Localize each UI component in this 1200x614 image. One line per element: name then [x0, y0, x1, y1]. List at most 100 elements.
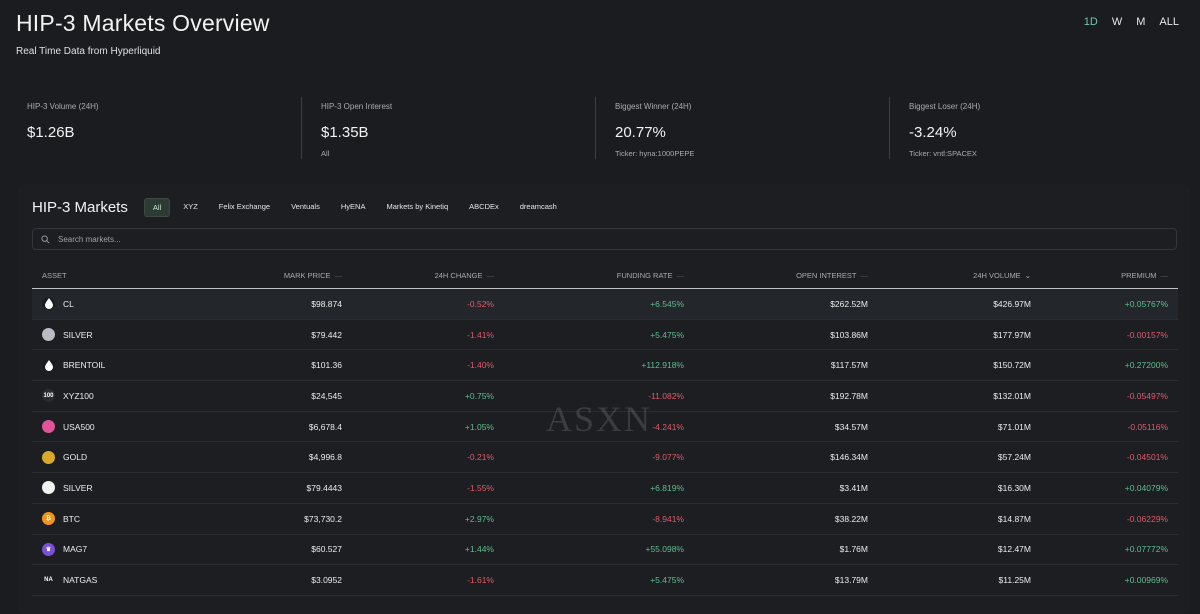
markets-title: HIP-3 Markets — [32, 199, 128, 216]
funding-rate: -8.941% — [652, 513, 684, 524]
droplet-icon — [42, 358, 55, 372]
column-header[interactable]: 24H CHANGE — — [342, 271, 494, 280]
mark-price: $79.442 — [311, 329, 342, 340]
open-interest: $13.79M — [834, 575, 868, 586]
mark-price: $24,545 — [311, 390, 342, 401]
column-header[interactable]: FUNDING RATE — — [494, 271, 684, 280]
filter-tab[interactable]: ABCDEx — [469, 202, 499, 211]
filter-tab[interactable]: All — [143, 198, 171, 217]
column-header-label: 24H VOLUME — [973, 270, 1021, 280]
funding-rate: +6.819% — [650, 482, 684, 493]
premium: +0.07772% — [1124, 544, 1168, 555]
change-24h: +1.44% — [464, 544, 494, 555]
mag7-icon: ♛ — [42, 542, 55, 556]
filter-tabs: All XYZ Felix Exchange Ventuals HyENA Markets… — [143, 198, 570, 217]
timeframe-m-button[interactable]: M — [1136, 16, 1146, 28]
table-row[interactable]: USA500 $6,678.4 +1.05% -4.241% $34.57M $71.01… — [32, 412, 1178, 443]
column-header-label: MARK PRICE — [283, 270, 331, 280]
column-header[interactable]: OPEN INTEREST — — [684, 271, 868, 280]
asset-cell: NA NATGAS — [32, 574, 202, 587]
volume-24h: $150.72M — [993, 360, 1031, 371]
bitcoin-icon: ₿ — [42, 512, 55, 526]
markets-header: HIP-3 Markets All XYZ Felix Exchange Ventua… — [32, 198, 570, 217]
sort-icon[interactable]: — — [1160, 270, 1169, 280]
column-header-label: FUNDING RATE — [616, 270, 673, 280]
stat-card: HIP-3 Volume (24H) $1.26B — [18, 97, 302, 159]
volume-24h: $132.01M — [993, 390, 1031, 401]
funding-rate: +6.545% — [650, 298, 684, 309]
table-row[interactable]: NA NATGAS $3.0952 -1.61% +5.475% $13.79M $11.2… — [32, 565, 1178, 596]
natgas-icon: NA — [44, 577, 53, 584]
volume-24h: $426.97M — [993, 298, 1031, 309]
filter-tab[interactable]: HyENA — [340, 202, 366, 211]
table-row[interactable]: GOLD $4,996.8 -0.21% -9.077% $146.34M $57.24M… — [32, 442, 1178, 474]
search-box[interactable] — [32, 228, 1177, 250]
timeframe-all-button[interactable]: ALL — [1159, 16, 1179, 28]
stat-label: Biggest Loser (24H) — [909, 102, 981, 111]
filter-tab[interactable]: Felix Exchange — [218, 202, 271, 211]
premium: -0.05116% — [1127, 421, 1168, 432]
premium: +0.27200% — [1124, 360, 1168, 371]
filter-tab[interactable]: Ventuals — [291, 202, 320, 211]
sort-icon[interactable]: — — [486, 270, 495, 280]
filter-tab[interactable]: dreamcash — [519, 202, 557, 211]
premium: +0.00969% — [1124, 575, 1168, 586]
funding-rate: -4.241% — [652, 421, 684, 432]
stat-sub: Ticker: vntl:SPACEX — [909, 149, 977, 158]
asset-cell: 100 XYZ100 — [32, 389, 202, 403]
open-interest: $103.86M — [830, 329, 868, 340]
column-header[interactable]: 24H VOLUME ⌄ — [868, 271, 1031, 280]
table-row[interactable]: SILVER $79.4443 -1.55% +6.819% $3.41M $16.30M… — [32, 473, 1178, 504]
table-row[interactable]: CL $98.874 -0.52% +6.545% $262.52M $426.97M +0… — [32, 289, 1178, 320]
filter-tab[interactable]: XYZ — [183, 202, 198, 211]
markets-panel: HIP-3 Markets All XYZ Felix Exchange Ventua… — [18, 184, 1190, 614]
column-header[interactable]: ASSET — [32, 271, 202, 280]
filter-tab[interactable]: Markets by Kinetiq — [386, 202, 449, 211]
change-24h: -1.61% — [467, 575, 494, 586]
volume-24h: $11.25M — [998, 575, 1031, 586]
open-interest: $3.41M — [839, 482, 868, 493]
volume-24h: $71.01M — [997, 421, 1031, 432]
stat-value: 20.77% — [615, 124, 666, 141]
open-interest: $34.57M — [834, 421, 868, 432]
premium: +0.04079% — [1124, 482, 1168, 493]
stat-card: HIP-3 Open Interest $1.35B All — [302, 97, 596, 159]
sort-icon[interactable]: — — [860, 270, 869, 280]
table-row[interactable]: ♛ MAG7 $60.527 +1.44% +55.098% $1.76M $12.47M +… — [32, 535, 1178, 566]
table-row[interactable]: BRENTOIL $101.36 -1.40% +112.918% $117.57M $1… — [32, 350, 1178, 382]
premium: -0.00157% — [1126, 329, 1168, 340]
timeframe-w-button[interactable]: W — [1111, 16, 1123, 28]
column-header-label: ASSET — [42, 270, 67, 280]
asset-cell: SILVER — [32, 328, 202, 342]
asset-name: GOLD — [63, 452, 88, 463]
funding-rate: -9.077% — [652, 452, 684, 463]
funding-rate: +55.098% — [645, 544, 684, 555]
asset-cell: ♛ MAG7 — [32, 542, 202, 556]
usa500-icon — [42, 420, 55, 434]
sort-icon[interactable]: — — [334, 270, 343, 280]
table-row[interactable]: ₿ BTC $73,730.2 +2.97% -8.941% $38.22M $14.87M… — [32, 504, 1178, 535]
asset-cell: SILVER — [32, 481, 202, 495]
sort-desc-icon[interactable]: ⌄ — [1024, 270, 1031, 280]
mark-price: $3.0952 — [311, 575, 342, 586]
volume-24h: $16.30M — [997, 482, 1031, 493]
stat-value: -3.24% — [909, 124, 957, 141]
premium: -0.04501% — [1126, 452, 1168, 463]
search-input[interactable] — [58, 234, 658, 244]
premium: -0.05497% — [1126, 390, 1168, 401]
volume-24h: $57.24M — [997, 452, 1031, 463]
column-header[interactable]: MARK PRICE — — [202, 271, 342, 280]
column-header[interactable]: PREMIUM — — [1031, 271, 1168, 280]
asset-name: BTC — [63, 513, 80, 524]
timeframe-1d-button[interactable]: 1D — [1083, 16, 1098, 28]
stat-card: Biggest Winner (24H) 20.77% Ticker: hyna:1… — [596, 97, 890, 159]
page-header: HIP-3 Markets Overview Real Time Data fr… — [16, 10, 270, 57]
premium: +0.05767% — [1124, 298, 1168, 309]
gold-coin-icon — [42, 450, 55, 464]
sort-icon[interactable]: — — [676, 270, 685, 280]
stat-card: Biggest Loser (24H) -3.24% Ticker: vntl:SP… — [890, 97, 1183, 159]
table-row[interactable]: SILVER $79.442 -1.41% +5.475% $103.86M $177.9… — [32, 320, 1178, 351]
stat-sub: All — [321, 149, 330, 158]
table-row[interactable]: 100 XYZ100 $24,545 +0.75% -11.082% $192.78M $1… — [32, 381, 1178, 412]
volume-24h: $177.97M — [993, 329, 1031, 340]
